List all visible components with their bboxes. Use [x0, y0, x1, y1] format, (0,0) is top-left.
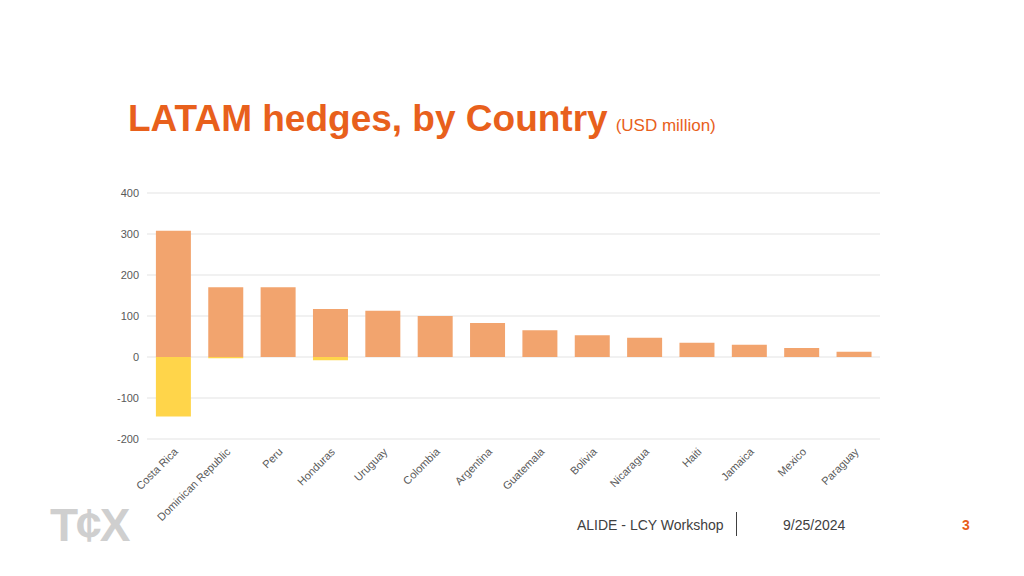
svg-text:Peru: Peru	[260, 445, 285, 470]
svg-text:Guatemala: Guatemala	[500, 445, 547, 492]
svg-text:Bolivia: Bolivia	[568, 445, 600, 477]
svg-text:Honduras: Honduras	[295, 445, 338, 488]
svg-text:Costa Rica: Costa Rica	[134, 445, 181, 492]
svg-text:Jamaica: Jamaica	[719, 445, 757, 483]
svg-text:-100: -100	[117, 392, 139, 404]
svg-text:300: 300	[121, 228, 139, 240]
svg-text:200: 200	[121, 269, 139, 281]
svg-text:100: 100	[121, 310, 139, 322]
svg-text:-200: -200	[117, 433, 139, 445]
svg-text:Colombia: Colombia	[401, 445, 443, 487]
svg-text:Dominican Republic: Dominican Republic	[155, 445, 233, 523]
svg-text:Nicaragua: Nicaragua	[607, 445, 652, 490]
html-text:(USD million): (USD million)	[615, 116, 716, 135]
html-text:ALIDE - LCY Workshop: ALIDE - LCY Workshop	[577, 517, 724, 533]
svg-text:Uruguay: Uruguay	[352, 445, 390, 483]
svg-text:Paraguay: Paraguay	[819, 445, 861, 487]
html-text:3: 3	[962, 517, 970, 533]
svg-text:Argentina: Argentina	[452, 445, 494, 487]
html-text:LATAM hedges, by Country: LATAM hedges, by Country	[128, 98, 608, 139]
html-text:9/25/2024: 9/25/2024	[783, 517, 846, 533]
svg-text:0: 0	[133, 351, 139, 363]
svg-text:Haiti: Haiti	[680, 445, 704, 469]
svg-text:400: 400	[121, 187, 139, 199]
html-text:T¢X: T¢X	[50, 499, 129, 551]
svg-text:Mexico: Mexico	[775, 445, 808, 478]
